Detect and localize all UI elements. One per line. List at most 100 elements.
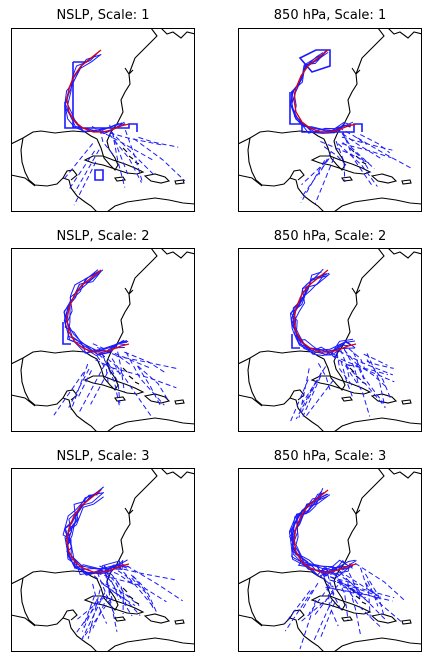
detected-track-dashed	[338, 127, 367, 146]
detected-track-dashed	[366, 360, 394, 369]
detected-track-dashed	[102, 354, 121, 409]
detected-track-dashed	[102, 583, 141, 616]
coastline	[238, 394, 422, 432]
detected-track	[290, 493, 356, 575]
map-svg	[11, 468, 195, 652]
detected-track	[290, 273, 351, 354]
coastline	[124, 507, 134, 515]
detected-track	[292, 271, 349, 356]
detected-track-dashed	[333, 355, 395, 383]
detected-track-dashed	[318, 151, 332, 175]
detected-track-dashed	[99, 565, 133, 585]
detected-track-dashed	[53, 372, 85, 416]
detected-track	[292, 268, 356, 357]
map-svg	[11, 28, 195, 212]
detected-track-dashed	[138, 136, 179, 148]
coastline	[351, 507, 361, 515]
detected-track-dashed	[331, 579, 395, 599]
coastline	[247, 577, 325, 652]
coastline	[62, 389, 78, 401]
observed-track	[66, 269, 130, 353]
coastline	[143, 173, 171, 184]
coastline	[238, 28, 385, 171]
map-frame	[11, 28, 195, 212]
detected-track-dashed	[332, 565, 381, 598]
detected-track-dashed	[77, 595, 106, 620]
detected-track-dashed	[298, 368, 310, 418]
detected-track-dashed	[77, 370, 92, 399]
detected-track-dashed	[343, 349, 365, 380]
detected-track-dashed	[314, 158, 335, 205]
detected-track-dashed	[111, 367, 177, 389]
map-frame	[11, 248, 195, 432]
detected-track-dashed	[347, 582, 361, 635]
coastline	[83, 155, 145, 175]
detected-track-dashed	[348, 572, 361, 598]
detected-track-segment	[298, 49, 331, 73]
detected-track-dashed	[325, 566, 335, 595]
detected-track-dashed	[102, 571, 120, 600]
detected-track-dashed	[357, 137, 414, 170]
coastline	[351, 287, 361, 295]
detected-track-dashed	[97, 346, 133, 367]
detected-track-segment	[291, 334, 300, 349]
detected-track-dashed	[342, 142, 371, 173]
coastline	[401, 619, 412, 625]
detected-track	[292, 488, 347, 574]
detected-track-dashed	[111, 358, 152, 417]
detected-track-dashed	[323, 146, 347, 166]
detected-track-dashed	[284, 590, 311, 625]
detected-track-dashed	[125, 351, 165, 406]
detected-track	[289, 491, 353, 572]
coastline	[247, 137, 325, 212]
coastline	[160, 468, 195, 479]
coastline	[174, 179, 185, 185]
coastline	[370, 173, 398, 184]
detected-track-dashed	[360, 567, 371, 618]
detected-track-dashed	[320, 141, 372, 165]
detected-track-dashed	[92, 343, 151, 369]
coastline	[238, 174, 422, 212]
coastline	[387, 468, 422, 479]
coastline	[310, 375, 372, 395]
detected-track-dashed	[132, 575, 167, 603]
detected-track-dashed	[317, 363, 331, 391]
coastline	[62, 169, 78, 181]
detected-track-dashed	[299, 366, 327, 407]
detected-track	[291, 494, 352, 578]
detected-track-dashed	[78, 364, 106, 414]
detected-track-dashed	[334, 566, 361, 592]
coastline	[401, 399, 412, 405]
detected-track-dashed	[115, 566, 175, 581]
detected-track-dashed	[117, 565, 155, 609]
detected-track-dashed	[81, 601, 97, 632]
detected-track-dashed	[340, 349, 350, 381]
panel-title: 850 hPa, Scale: 1	[273, 8, 387, 23]
map-panel	[238, 28, 422, 212]
detected-track	[288, 492, 354, 578]
coastline	[160, 248, 195, 259]
coastline	[341, 176, 353, 182]
map-panel	[11, 468, 195, 652]
detected-track-dashed	[323, 576, 343, 613]
map-svg	[238, 468, 422, 652]
coastline	[11, 174, 195, 212]
map-frame	[11, 468, 195, 652]
observed-track	[293, 49, 357, 133]
detected-track-dashed	[111, 565, 135, 586]
detected-track-dashed	[67, 150, 96, 192]
observed-track	[293, 489, 357, 573]
detected-track	[67, 50, 124, 133]
observed-track	[66, 49, 130, 133]
detected-track	[63, 270, 128, 352]
detected-track-dashed	[104, 564, 113, 601]
detected-track-dashed	[300, 158, 330, 199]
coastline	[20, 577, 98, 652]
coastline	[122, 587, 140, 605]
coastline	[20, 137, 98, 212]
detected-track	[291, 275, 356, 357]
panel-title: 850 hPa, Scale: 3	[273, 449, 387, 464]
detected-track-dashed	[130, 574, 158, 614]
detected-track-dashed	[103, 565, 133, 617]
detected-track-dashed	[93, 575, 136, 607]
